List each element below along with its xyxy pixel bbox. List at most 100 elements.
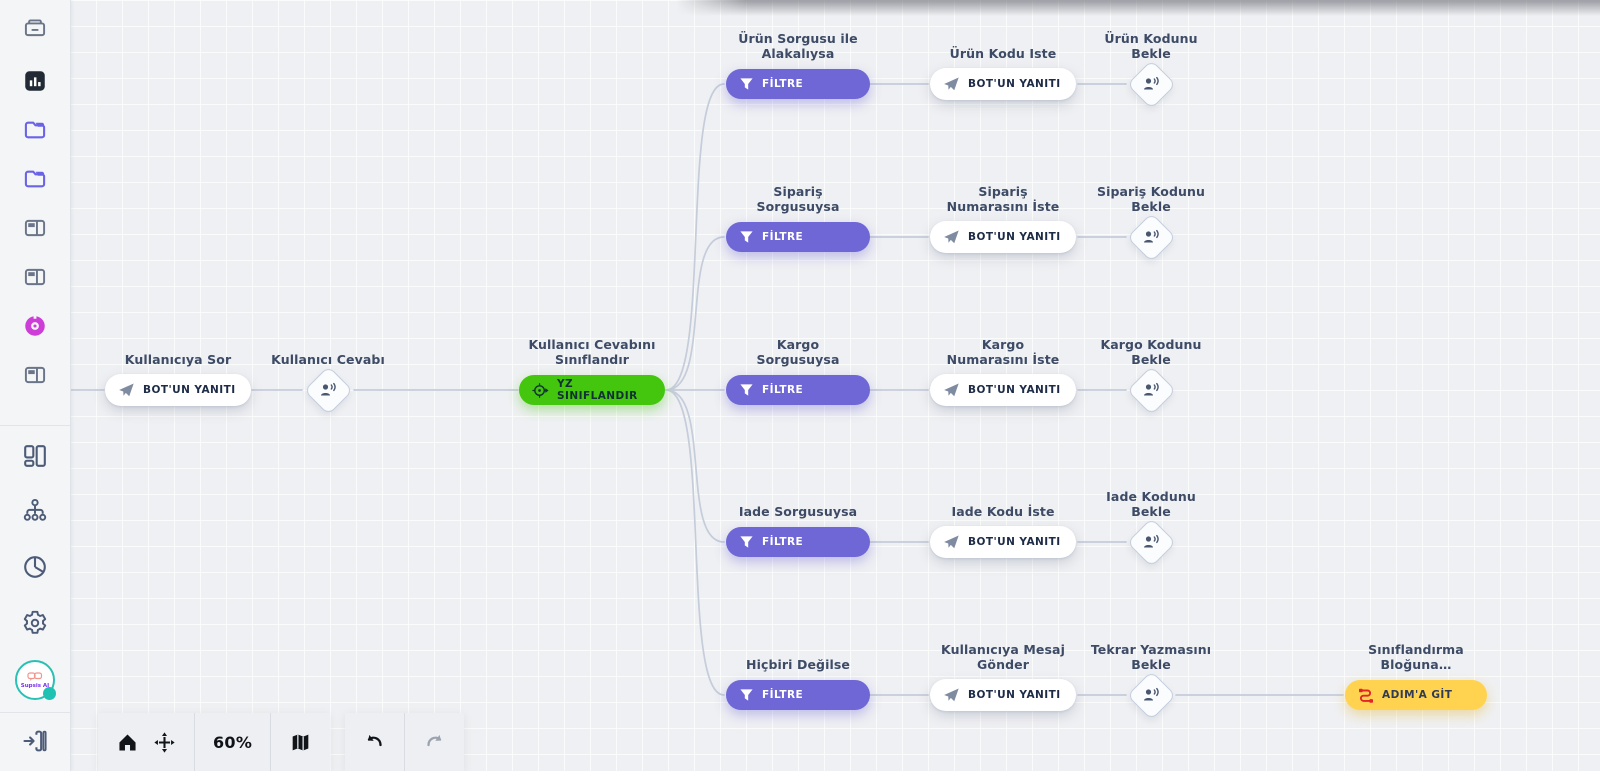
pie-chart-icon xyxy=(24,556,46,578)
bot-reply-node[interactable]: BOT'UN YANITI xyxy=(930,221,1076,253)
node-title-classify: Kullanıcı Cevabını Sınıflandır xyxy=(528,337,656,367)
wait-node-title: Sipariş Kodunu Bekle xyxy=(1096,184,1206,214)
home-icon xyxy=(119,733,136,751)
sidebar-item-inbox[interactable] xyxy=(0,0,70,56)
user-voice-icon xyxy=(321,382,336,396)
node-title-ask-user: Kullanıcıya Sor xyxy=(124,352,232,367)
sidebar-divider xyxy=(0,425,70,426)
home-button[interactable] xyxy=(116,731,139,754)
wait-answer-node[interactable] xyxy=(1126,365,1177,416)
filter-node[interactable]: FİLTRE xyxy=(726,527,870,557)
folder-icon xyxy=(24,170,46,187)
sidebar-item-settings[interactable] xyxy=(0,595,70,651)
wait-answer-node[interactable] xyxy=(1126,517,1177,568)
sidebar-item-donut[interactable] xyxy=(0,301,70,350)
filter-node[interactable]: FİLTRE xyxy=(726,222,870,252)
sidebar-item-exit[interactable] xyxy=(0,716,70,766)
hierarchy-icon xyxy=(23,498,47,521)
pan-button[interactable] xyxy=(153,731,176,754)
chat-bubbles-icon xyxy=(27,671,43,681)
bot-reply-node-start[interactable]: BOT'UN YANITI xyxy=(105,374,251,406)
filter-node[interactable]: FİLTRE xyxy=(726,69,870,99)
ask-node-title: Kargo Numarasını İste xyxy=(946,337,1060,367)
toolbar-divider xyxy=(194,713,195,771)
sidebar-item-layout-3[interactable] xyxy=(0,350,70,399)
ask-node-title: Kullanıcıya Mesaj Gönder xyxy=(941,642,1065,672)
undo-button[interactable] xyxy=(345,713,404,771)
dashboard-icon xyxy=(24,445,46,467)
bot-reply-node[interactable]: BOT'UN YANITI xyxy=(930,526,1076,558)
bot-reply-node[interactable]: BOT'UN YANITI xyxy=(930,68,1076,100)
sidebar-item-layout-1[interactable] xyxy=(0,203,70,252)
zoom-level-value: 60% xyxy=(213,732,253,752)
exit-icon xyxy=(23,730,47,752)
filter-node[interactable]: FİLTRE xyxy=(726,680,870,710)
sidebar-item-folder-1[interactable] xyxy=(0,105,70,154)
send-icon xyxy=(944,688,959,701)
goto-node-title: Sınıflandırma Bloğuna… xyxy=(1368,642,1464,672)
user-voice-icon xyxy=(1144,687,1159,701)
minimap-button[interactable] xyxy=(271,713,330,771)
branch-condition-title: Kargo Sorgusuysa xyxy=(756,337,840,367)
send-icon xyxy=(944,77,959,90)
ask-node-title: Ürün Kodu Iste xyxy=(949,46,1057,61)
filter-icon xyxy=(740,383,753,396)
bot-reply-node[interactable]: BOT'UN YANITI xyxy=(930,374,1076,406)
map-icon xyxy=(292,733,309,751)
filter-icon xyxy=(740,77,753,90)
toolbar-panel-history xyxy=(345,713,465,771)
left-sidebar: Supsis AI xyxy=(0,0,71,771)
filter-icon xyxy=(740,230,753,243)
sidebar-item-supsis-ai[interactable]: Supsis AI xyxy=(0,651,70,709)
sidebar-item-flow-hierarchy[interactable] xyxy=(0,483,70,539)
undo-icon xyxy=(368,734,382,746)
wait-node-title: Iade Kodunu Bekle xyxy=(1106,489,1196,519)
wait-node-title: Ürün Kodunu Bekle xyxy=(1104,31,1198,61)
sidebar-divider xyxy=(0,712,70,713)
layout-icon xyxy=(24,219,46,236)
user-voice-icon xyxy=(1144,76,1159,90)
bot-reply-node[interactable]: BOT'UN YANITI xyxy=(930,679,1076,711)
toolbar-divider xyxy=(404,713,406,771)
move-icon xyxy=(154,731,175,753)
sidebar-item-dashboard[interactable] xyxy=(0,429,70,483)
goto-step-node[interactable]: ADIM'A GİT xyxy=(1345,680,1487,710)
route-icon xyxy=(1359,688,1373,703)
toolbar-nav-group xyxy=(98,713,194,771)
send-icon xyxy=(944,535,959,548)
redo-button[interactable] xyxy=(405,713,464,771)
filter-icon xyxy=(740,688,753,701)
layout-icon xyxy=(24,366,46,383)
user-voice-icon xyxy=(1144,382,1159,396)
layout-icon xyxy=(24,268,46,285)
user-voice-icon xyxy=(1144,534,1159,548)
user-voice-icon xyxy=(1144,229,1159,243)
toolbar-gap xyxy=(330,713,345,771)
branch-condition-title: Ürün Sorgusu ile Alakalıysa xyxy=(738,31,858,61)
send-icon xyxy=(944,230,959,243)
sidebar-item-pie-chart[interactable] xyxy=(0,539,70,595)
branch-condition-title: Hiçbiri Değilse xyxy=(746,657,850,672)
inbox-icon xyxy=(24,19,46,37)
wait-answer-node[interactable] xyxy=(1126,59,1177,110)
bar-chart-icon xyxy=(25,70,45,91)
wait-answer-node-start[interactable] xyxy=(303,365,354,416)
gear-icon xyxy=(23,610,47,634)
sidebar-item-folder-2[interactable] xyxy=(0,154,70,203)
wait-answer-node[interactable] xyxy=(1126,670,1177,721)
sidebar-item-layout-2[interactable] xyxy=(0,252,70,301)
wait-answer-node[interactable] xyxy=(1126,212,1177,263)
filter-icon xyxy=(740,535,753,548)
canvas-toolbar: 60% xyxy=(98,713,465,771)
node-title-user-answer: Kullanıcı Cevabı xyxy=(271,352,385,367)
filter-node[interactable]: FİLTRE xyxy=(726,375,870,405)
branch-condition-title: Iade Sorgusuysa xyxy=(738,504,858,519)
zoom-level-button[interactable]: 60% xyxy=(195,713,270,771)
redo-icon xyxy=(427,734,442,746)
ai-classify-node[interactable]: YZ SINIFLANDIR xyxy=(519,375,665,405)
send-icon xyxy=(944,383,959,396)
sidebar-item-analytics[interactable] xyxy=(0,56,70,105)
wait-node-title: Tekrar Yazmasını Bekle xyxy=(1090,642,1212,672)
top-panel-shadow xyxy=(676,0,1600,16)
